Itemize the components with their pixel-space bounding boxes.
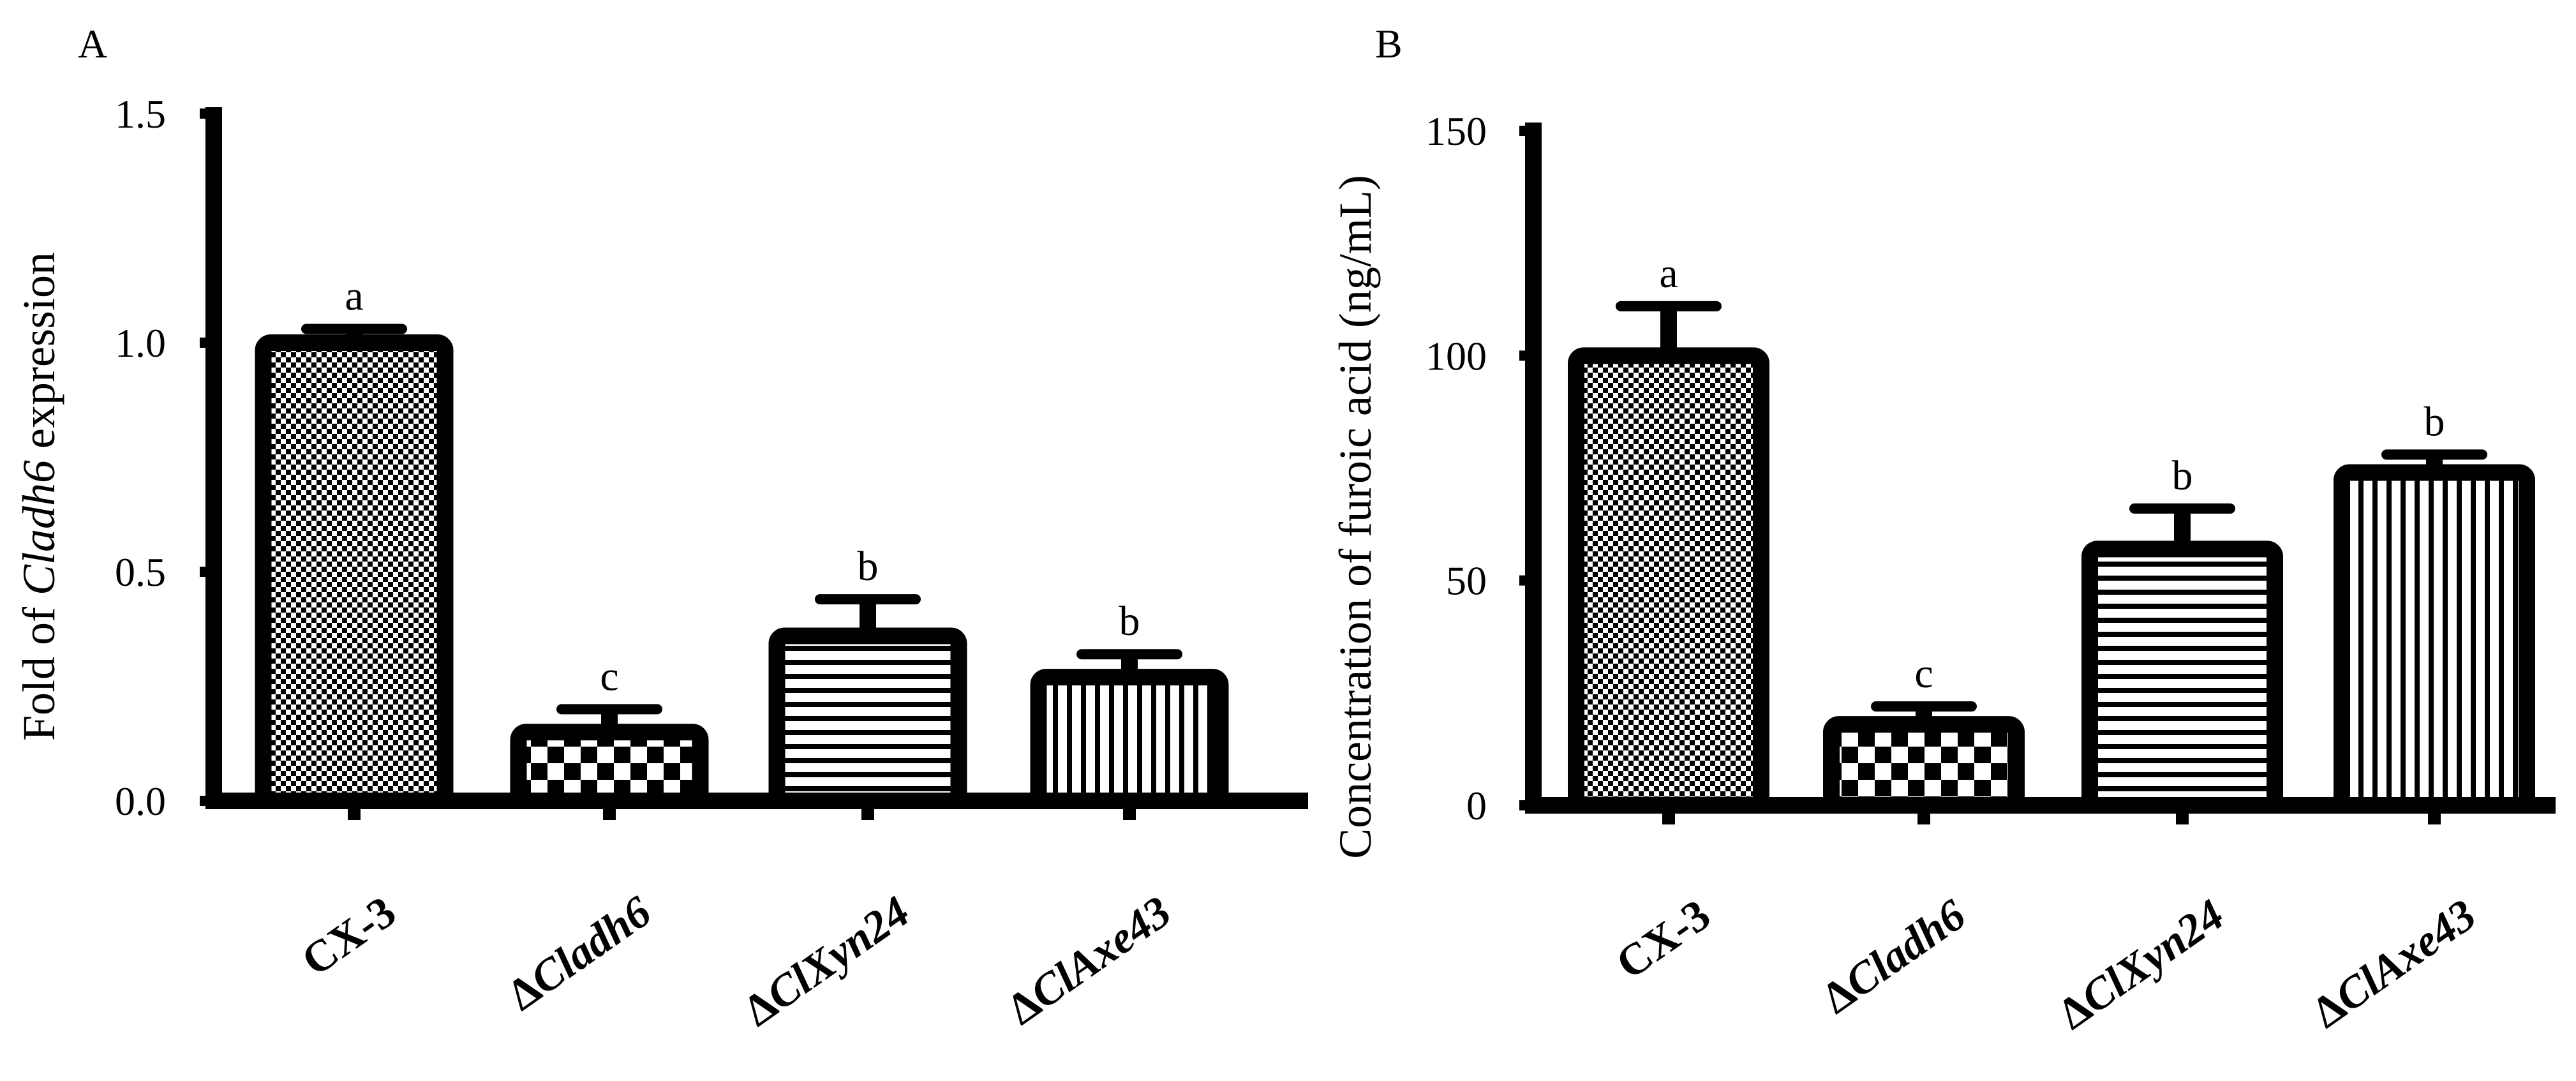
category-name: CX-3 [1607,890,1719,989]
panel-b-significance-letter: b [2424,398,2445,445]
panel-a-ytick-label: 0.0 [115,779,166,824]
panel-a: A Fold of Cladh6 expression 0.0 0.5 1.0 1.5… [13,21,1308,1036]
panel-b-significance-letter: a [1659,250,1678,297]
panel-a-category-label: CX-3 [293,887,405,986]
panel-b-bar [2334,464,2535,814]
panel-b-ytick-label: 0 [1466,783,1487,828]
panel-b-ytick-label: 150 [1426,108,1487,154]
panel-b-label: B [1375,21,1403,66]
panel-b-bar [2081,540,2283,814]
panel-b-ytick-label: 100 [1426,333,1487,378]
panel-a-bar [768,627,967,810]
category-name: ClAxe43 [1022,887,1180,1018]
panel-a-ytick-label: 1.5 [115,91,166,137]
panel-a-significance-letter: a [345,272,363,319]
panel-a-significance-letter: c [600,653,618,699]
category-name: Cladh6 [1836,890,1974,1008]
category-name: ClXyn24 [2073,890,2233,1023]
panel-a-ytick-label: 1.0 [115,320,166,366]
panel-a-ylabel: Fold of Cladh6 expression [13,252,64,741]
panel-a-significance-letter: b [1119,598,1140,645]
panel-b-bar [1823,716,2025,814]
panel-b-ytick-label: 50 [1446,558,1487,604]
panel-b-ylabel-text: Concentration of furoic acid (ng/mL) [1330,175,1381,859]
panel-b-significance-letter: b [2172,452,2193,499]
category-name: ClXyn24 [758,887,918,1020]
panel-a-bar [255,334,454,809]
category-name: Cladh6 [522,887,660,1004]
panel-a-ylabel-part-1: Fold of [13,595,64,741]
panel-a-ytick-label: 0.5 [115,549,166,595]
panel-a-bar [510,724,709,810]
category-name: ClAxe43 [2327,890,2485,1022]
panel-b-ylabel: Concentration of furoic acid (ng/mL) [1330,175,1381,859]
panel-b-category-label: ΔCladh6 [1813,890,1974,1024]
panel-a-category-label: ΔClXyn24 [735,887,918,1036]
panel-a-category-label: ΔClAxe43 [999,887,1180,1034]
panel-b: B Concentration of furoic acid (ng/mL) 0… [1330,21,2556,1039]
panel-b-category-label: ΔClXyn24 [2050,890,2233,1039]
panel-b-significance-letter: c [1914,650,1933,697]
panel-a-category-label: ΔCladh6 [499,887,660,1020]
panel-a-significance-letter: b [858,543,879,590]
panel-b-category-label: ΔClAxe43 [2304,890,2485,1038]
panel-b-category-label: CX-3 [1607,890,1719,989]
panel-b-bar [1568,347,1769,814]
category-name: CX-3 [293,887,405,986]
panel-a-ylabel-part-2: Cladh6 [13,460,64,595]
panel-a-bar [1030,669,1229,810]
panel-a-ylabel-part-3: expression [13,252,64,460]
panel-a-label: A [78,21,107,66]
